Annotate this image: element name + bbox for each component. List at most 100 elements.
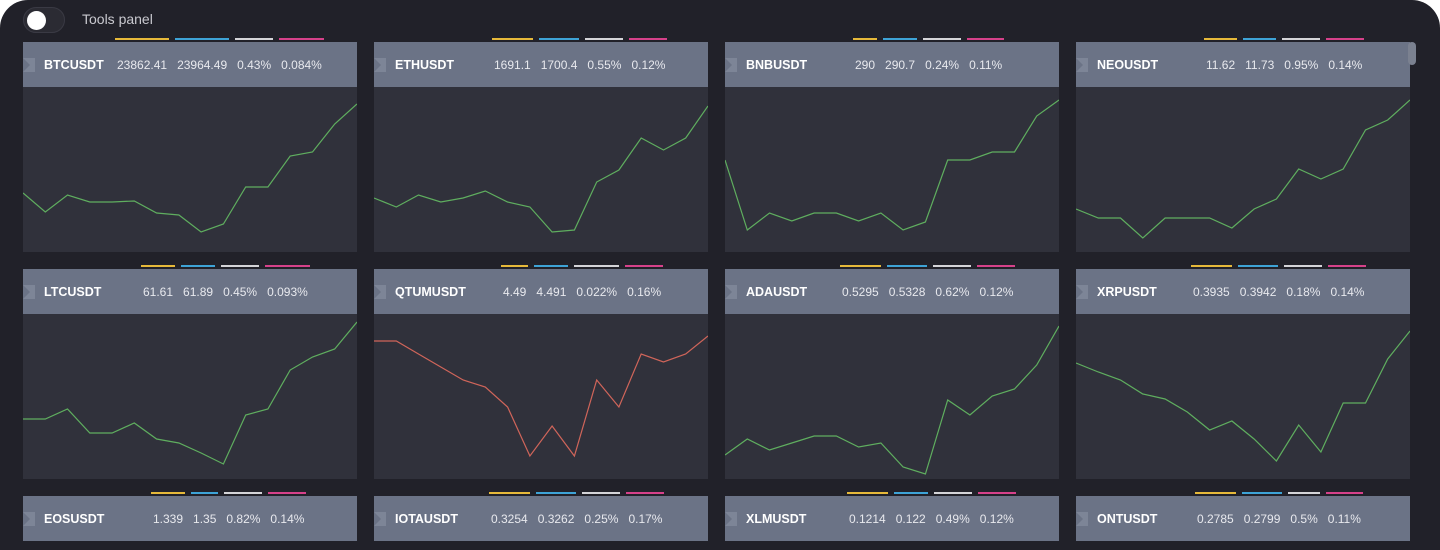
bid-value: 0.3935 xyxy=(1191,264,1232,299)
symbol-label: NEOUSDT xyxy=(1097,57,1159,72)
price-chart xyxy=(374,105,708,233)
flag-icon xyxy=(725,58,737,72)
spread-value: 0.17% xyxy=(626,491,665,526)
flag-icon xyxy=(725,285,737,299)
card-header: ETHUSDT 1691.1 1700.4 0.55% 0.12% xyxy=(374,37,708,87)
price-line xyxy=(1076,330,1410,462)
symbol-label: BNBUSDT xyxy=(746,57,808,72)
ticker-card[interactable]: EOSUSDT 1.339 1.35 0.82% 0.14% xyxy=(23,491,357,541)
symbol-label: XRPUSDT xyxy=(1097,284,1157,299)
bid-value: 290 xyxy=(852,37,878,72)
card-header: LTCUSDT 61.61 61.89 0.45% 0.093% xyxy=(23,264,357,314)
change-value: 0.45% xyxy=(221,264,260,299)
spread-value: 0.093% xyxy=(265,264,310,299)
spread-value: 0.12% xyxy=(977,491,1016,526)
change-value: 0.24% xyxy=(923,37,962,72)
symbol-label: IOTAUSDT xyxy=(395,511,458,526)
ask-value: 61.89 xyxy=(181,264,216,299)
symbol-label: BTCUSDT xyxy=(44,57,104,72)
card-header: QTUMUSDT 4.49 4.491 0.022% 0.16% xyxy=(374,264,708,314)
price-chart xyxy=(1076,99,1410,239)
price-chart xyxy=(23,103,357,233)
change-value: 0.5% xyxy=(1288,491,1321,526)
price-chart xyxy=(1076,330,1410,462)
change-value: 0.82% xyxy=(224,491,263,526)
spread-value: 0.11% xyxy=(967,37,1005,72)
change-value: 0.62% xyxy=(933,264,972,299)
card-header: ADAUSDT 0.5295 0.5328 0.62% 0.12% xyxy=(725,264,1059,314)
ticker-card[interactable]: IOTAUSDT 0.3254 0.3262 0.25% 0.17% xyxy=(374,491,708,541)
change-value: 0.55% xyxy=(585,37,624,72)
ticker-card[interactable]: LTCUSDT 61.61 61.89 0.45% 0.093% xyxy=(23,264,357,479)
value-group: 290 290.7 0.24% 0.11% xyxy=(852,37,1005,72)
ticker-card[interactable]: QTUMUSDT 4.49 4.491 0.022% 0.16% xyxy=(374,264,708,479)
flag-icon xyxy=(23,512,35,526)
price-line xyxy=(1076,99,1410,239)
tools-panel-toggle[interactable] xyxy=(23,7,65,33)
card-header: IOTAUSDT 0.3254 0.3262 0.25% 0.17% xyxy=(374,491,708,541)
ask-value: 0.3942 xyxy=(1237,264,1279,299)
flag-icon xyxy=(374,285,386,299)
ask-value: 0.5328 xyxy=(886,264,928,299)
bid-value: 0.1214 xyxy=(847,491,888,526)
ticker-card[interactable]: XLMUSDT 0.1214 0.122 0.49% 0.12% xyxy=(725,491,1059,541)
bid-value: 1.339 xyxy=(150,491,186,526)
card-header: BTCUSDT 23862.41 23964.49 0.43% 0.084% xyxy=(23,37,357,87)
price-chart xyxy=(725,325,1059,475)
flag-icon xyxy=(1076,285,1088,299)
flag-icon xyxy=(374,512,386,526)
flag-icon xyxy=(1076,58,1088,72)
scrollbar-thumb[interactable] xyxy=(1408,42,1416,65)
spread-value: 0.12% xyxy=(629,37,668,72)
value-group: 0.5295 0.5328 0.62% 0.12% xyxy=(840,264,1016,299)
symbol-label: ADAUSDT xyxy=(746,284,808,299)
ticker-grid: BTCUSDT 23862.41 23964.49 0.43% 0.084% ETHU… xyxy=(23,37,1410,541)
change-value: 0.022% xyxy=(574,264,619,299)
ask-value: 11.73 xyxy=(1243,37,1277,72)
tools-panel-label: Tools panel xyxy=(82,11,153,27)
symbol-label: ONTUSDT xyxy=(1097,511,1158,526)
bid-value: 61.61 xyxy=(140,264,176,299)
ticker-card[interactable]: ONTUSDT 0.2785 0.2799 0.5% 0.11% xyxy=(1076,491,1410,541)
ticker-card[interactable]: XRPUSDT 0.3935 0.3942 0.18% 0.14% xyxy=(1076,264,1410,479)
symbol-label: ETHUSDT xyxy=(395,57,455,72)
change-value: 0.43% xyxy=(235,37,274,72)
spread-value: 0.12% xyxy=(977,264,1016,299)
spread-value: 0.14% xyxy=(1328,264,1367,299)
price-line xyxy=(23,103,357,233)
bid-value: 1691.1 xyxy=(492,37,533,72)
value-group: 0.3254 0.3262 0.25% 0.17% xyxy=(489,491,665,526)
bid-value: 0.2785 xyxy=(1195,491,1236,526)
ticker-card[interactable]: BTCUSDT 23862.41 23964.49 0.43% 0.084% xyxy=(23,37,357,252)
value-group: 0.1214 0.122 0.49% 0.12% xyxy=(847,491,1016,526)
card-header: EOSUSDT 1.339 1.35 0.82% 0.14% xyxy=(23,491,357,541)
ticker-card[interactable]: BNBUSDT 290 290.7 0.24% 0.11% xyxy=(725,37,1059,252)
ticker-card[interactable]: ETHUSDT 1691.1 1700.4 0.55% 0.12% xyxy=(374,37,708,252)
price-line xyxy=(374,105,708,233)
flag-icon xyxy=(725,512,737,526)
flag-icon xyxy=(23,285,35,299)
flag-icon xyxy=(23,58,35,72)
price-chart xyxy=(725,99,1059,231)
flag-icon xyxy=(374,58,386,72)
price-line xyxy=(725,325,1059,475)
change-value: 0.49% xyxy=(933,491,972,526)
bid-value: 0.3254 xyxy=(489,491,530,526)
price-line xyxy=(374,335,708,458)
value-group: 0.3935 0.3942 0.18% 0.14% xyxy=(1191,264,1367,299)
bid-value: 4.49 xyxy=(500,264,529,299)
price-chart xyxy=(23,321,357,465)
value-group: 23862.41 23964.49 0.43% 0.084% xyxy=(114,37,324,72)
value-group: 1691.1 1700.4 0.55% 0.12% xyxy=(492,37,668,72)
ticker-card[interactable]: NEOUSDT 11.62 11.73 0.95% 0.14% xyxy=(1076,37,1410,252)
value-group: 0.2785 0.2799 0.5% 0.11% xyxy=(1195,491,1364,526)
ticker-card[interactable]: ADAUSDT 0.5295 0.5328 0.62% 0.12% xyxy=(725,264,1059,479)
change-value: 0.25% xyxy=(582,491,621,526)
spread-value: 0.16% xyxy=(625,264,664,299)
card-header: ONTUSDT 0.2785 0.2799 0.5% 0.11% xyxy=(1076,491,1410,541)
card-header: NEOUSDT 11.62 11.73 0.95% 0.14% xyxy=(1076,37,1410,87)
ask-value: 290.7 xyxy=(883,37,918,72)
symbol-label: EOSUSDT xyxy=(44,511,105,526)
toggle-knob xyxy=(27,11,46,30)
